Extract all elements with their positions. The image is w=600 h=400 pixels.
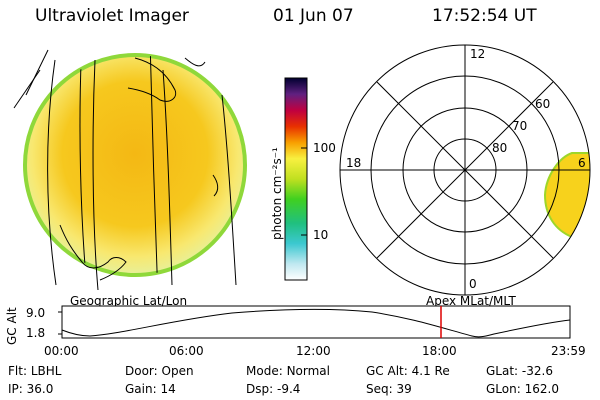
footer-seq: Seq: 39	[366, 382, 412, 396]
mlt-line	[376, 81, 554, 259]
footer-flt: Flt: LBHL	[8, 364, 62, 378]
polar-plot	[339, 44, 591, 296]
instrument-title: Ultraviolet Imager	[35, 6, 189, 26]
time-label: 17:52:54 UT	[432, 6, 537, 26]
coastline	[127, 57, 177, 102]
colorbar-tick-10: 10	[313, 228, 329, 242]
geo-panel-label: Geographic Lat/Lon	[70, 294, 188, 308]
altitude-plot	[58, 305, 571, 339]
altplot-xtick: 12:00	[296, 344, 331, 358]
coastline	[212, 174, 219, 197]
footer-gain: Gain: 14	[125, 382, 176, 396]
meridian-line	[13, 69, 41, 109]
apex-panel-label: Apex MLat/MLT	[426, 294, 516, 308]
altitude-curve	[61, 308, 571, 338]
altplot-xtick: 06:00	[169, 344, 204, 358]
date-label: 01 Jun 07	[273, 6, 354, 26]
mlt-label-12: 12	[470, 47, 486, 61]
coastline	[59, 224, 127, 281]
altplot-ytick-min: 1.8	[26, 326, 46, 340]
colorbar-unit-label: photon cm⁻²s⁻¹	[270, 147, 284, 240]
lat-label-80: 80	[492, 141, 508, 155]
footer-mode: Mode: Normal	[246, 364, 330, 378]
mlt-label-6: 6	[578, 156, 586, 170]
meridian-line	[221, 94, 237, 286]
footer-glon: GLon: 162.0	[486, 382, 559, 396]
meridian-line	[162, 69, 173, 286]
altplot-ytick-max: 9.0	[26, 306, 46, 320]
footer-door: Door: Open	[125, 364, 194, 378]
colorbar-tick-100: 100	[313, 141, 336, 155]
mlt-label-18: 18	[346, 156, 362, 170]
meridian-line	[47, 59, 57, 286]
footer-gc-alt: GC Alt: 4.1 Re	[366, 364, 450, 378]
earth-disk	[23, 53, 247, 277]
lat-label-70: 70	[512, 119, 528, 133]
footer-ip: IP: 36.0	[8, 382, 54, 396]
altplot-xtick: 18:00	[422, 344, 457, 358]
colorbar	[284, 77, 308, 281]
altplot-ylabel: GC Alt	[5, 307, 19, 345]
meridian-line	[25, 49, 49, 96]
altplot-xtick: 23:59	[551, 344, 586, 358]
meridian-line	[149, 55, 159, 275]
footer-dsp: Dsp: -9.4	[246, 382, 301, 396]
lat-label-60: 60	[535, 97, 551, 111]
coastline	[184, 57, 206, 67]
mlt-label-0: 0	[469, 277, 477, 291]
meridian-line	[92, 59, 99, 291]
footer-glat: GLat: -32.6	[486, 364, 553, 378]
altplot-xtick: 00:00	[44, 344, 79, 358]
